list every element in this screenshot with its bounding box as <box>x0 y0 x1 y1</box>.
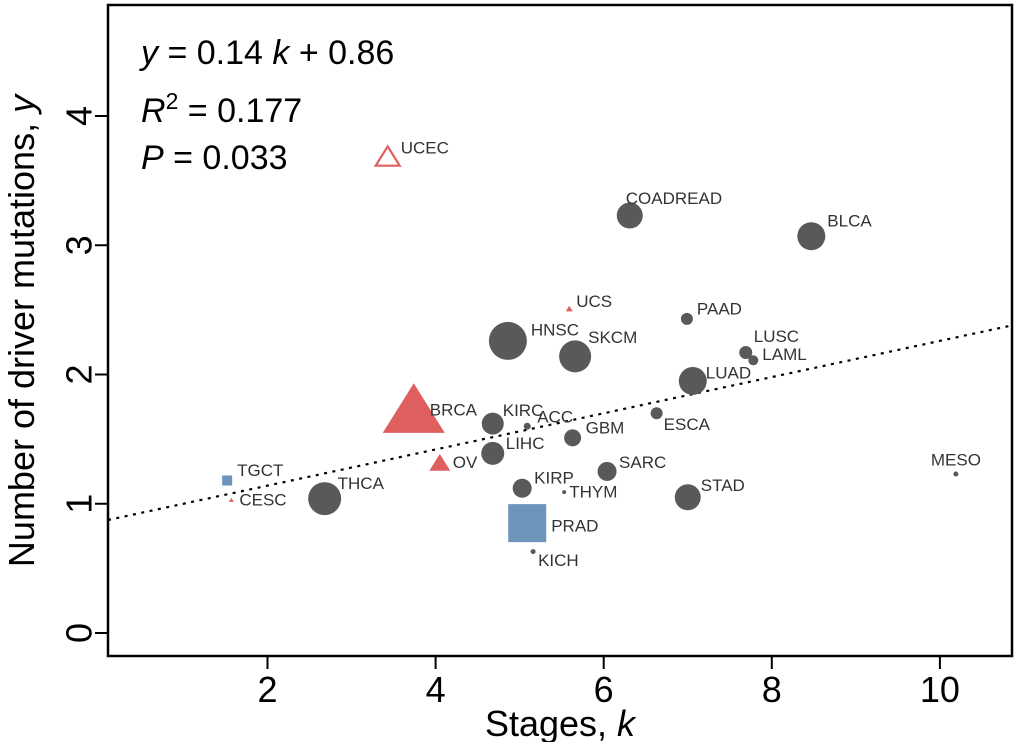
x-tick-label-8: 8 <box>762 669 782 710</box>
marker-KICH <box>530 549 536 555</box>
marker-SKCM <box>559 340 592 373</box>
point-label-SARC: SARC <box>619 453 666 472</box>
point-label-THYM: THYM <box>569 483 617 502</box>
marker-COADREAD <box>616 202 643 229</box>
point-label-BRCA: BRCA <box>430 401 478 420</box>
annotation-p-value: P = 0.033 <box>141 139 288 177</box>
x-tick-label-10: 10 <box>920 669 960 710</box>
point-label-CESC: CESC <box>239 490 286 509</box>
point-label-LUSC: LUSC <box>754 327 799 346</box>
point-label-UCS: UCS <box>576 292 612 311</box>
marker-KIRP <box>512 478 532 498</box>
point-label-SKCM: SKCM <box>588 328 637 347</box>
y-tick-label-2: 2 <box>59 364 100 384</box>
marker-CESC <box>228 497 234 502</box>
point-label-PAAD: PAAD <box>697 299 742 318</box>
marker-LIHC <box>481 441 505 465</box>
regression-line <box>107 324 1013 522</box>
y-axis-title: Number of driver mutations, y <box>1 93 42 567</box>
point-label-LAML: LAML <box>762 345 806 364</box>
marker-THCA <box>308 482 342 516</box>
x-tick-label-6: 6 <box>594 669 614 710</box>
marker-KIRC <box>481 412 504 435</box>
marker-THYM <box>562 490 567 495</box>
point-label-HNSC: HNSC <box>531 320 579 339</box>
point-label-ACC: ACC <box>537 408 573 427</box>
axes-frame: 2 4 6 8 10 0 1 2 3 4 Stages, k Number of driver mut… <box>1 3 1014 742</box>
point-label-UCEC: UCEC <box>401 139 449 158</box>
annotation-r-squared: R2 = 0.177 <box>141 88 302 130</box>
y-tick-label-0: 0 <box>59 623 100 643</box>
equation-annotation: y = 0.14 k + 0.86 R2 = 0.177 P = 0.033 <box>139 34 394 177</box>
plot-border <box>106 3 1014 658</box>
point-label-LUAD: LUAD <box>706 363 751 382</box>
point-label-ESCA: ESCA <box>664 415 711 434</box>
marker-HNSC <box>488 321 527 360</box>
point-label-GBM: GBM <box>586 418 625 437</box>
point-label-KIRC: KIRC <box>503 401 544 420</box>
marker-SARC <box>597 461 617 481</box>
marker-TGCT <box>222 475 233 486</box>
point-label-OV: OV <box>453 453 478 472</box>
marker-PAAD <box>680 312 693 325</box>
marker-LAML <box>748 355 759 366</box>
regression-dotted-line <box>107 324 1013 522</box>
marker-MESO <box>953 471 959 477</box>
point-label-MESO: MESO <box>931 451 981 470</box>
point-label-KICH: KICH <box>538 551 579 570</box>
marker-BRCA <box>382 383 445 433</box>
marker-GBM <box>564 429 582 447</box>
annotation-fit-equation: y = 0.14 k + 0.86 <box>139 34 394 72</box>
marker-BLCA <box>797 222 826 251</box>
point-label-STAD: STAD <box>701 476 745 495</box>
marker-UCS <box>565 305 573 312</box>
point-label-COADREAD: COADREAD <box>626 189 722 208</box>
point-label-LIHC: LIHC <box>506 434 545 453</box>
data-points <box>222 144 959 555</box>
marker-PRAD <box>508 504 547 543</box>
y-tick-label-1: 1 <box>59 494 100 514</box>
marker-LUAD <box>678 366 707 395</box>
point-label-KIRP: KIRP <box>534 469 574 488</box>
marker-ACC <box>523 422 531 430</box>
point-label-PRAD: PRAD <box>551 517 598 536</box>
x-axis-title: Stages, k <box>485 703 637 742</box>
marker-UCEC <box>373 144 402 167</box>
marker-LUSC <box>739 346 753 360</box>
y-tick-label-3: 3 <box>59 235 100 255</box>
point-label-TGCT: TGCT <box>237 461 283 480</box>
y-tick-label-4: 4 <box>59 106 100 126</box>
x-tick-label-2: 2 <box>257 669 277 710</box>
marker-ESCA <box>650 407 663 420</box>
x-tick-label-4: 4 <box>426 669 446 710</box>
marker-OV <box>429 453 451 471</box>
point-label-BLCA: BLCA <box>827 212 872 231</box>
marker-STAD <box>674 484 701 511</box>
point-label-THCA: THCA <box>338 474 385 493</box>
